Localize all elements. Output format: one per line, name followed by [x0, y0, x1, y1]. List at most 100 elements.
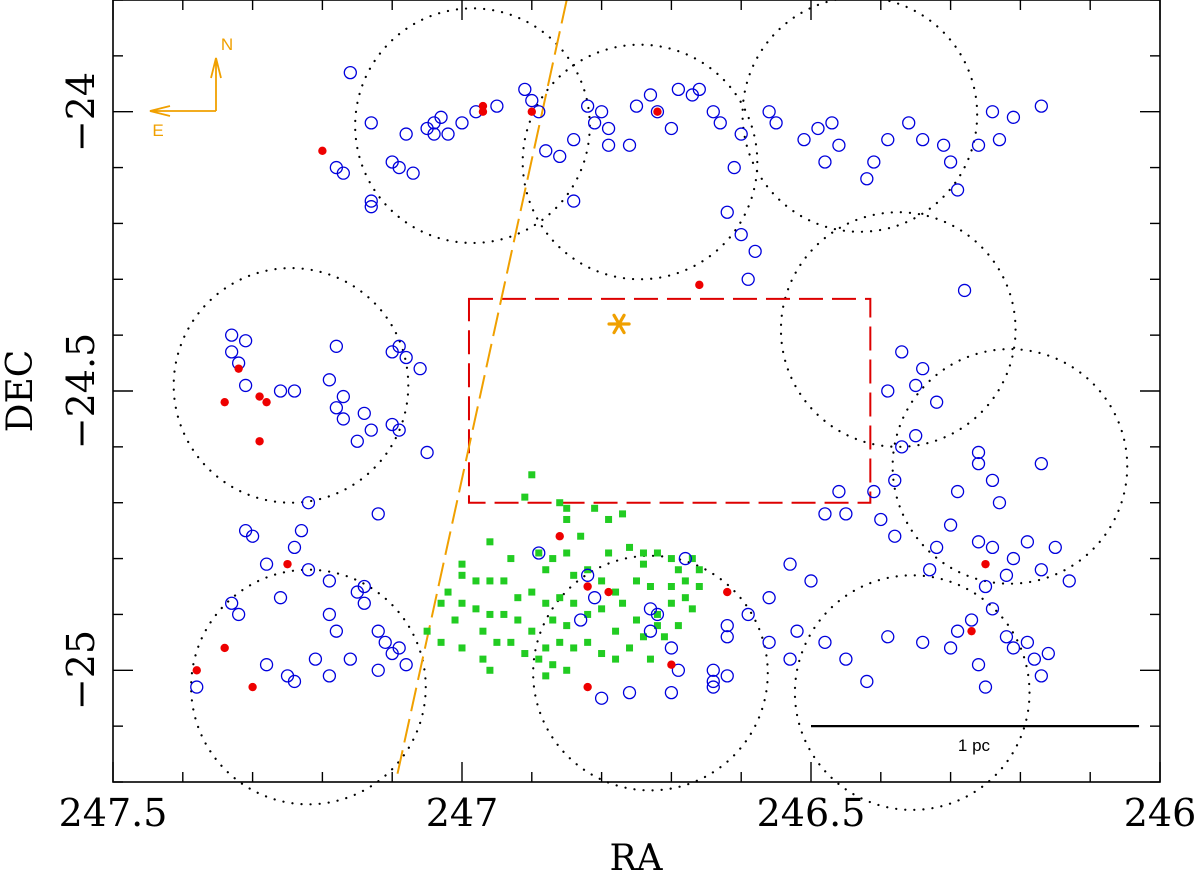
blue-circle-point: [1027, 652, 1042, 666]
blue-circle-point: [364, 200, 378, 214]
blue-circle-point: [322, 373, 337, 387]
blue-circle-point: [971, 138, 986, 152]
green-square-point: [451, 616, 459, 624]
blue-circle-point: [580, 568, 595, 582]
blue-circle-point: [818, 155, 832, 169]
blue-circle-point: [287, 540, 302, 555]
green-square-point: [619, 599, 627, 607]
blue-circle-point: [741, 607, 755, 622]
blue-circle-point: [273, 384, 288, 398]
x-tick-label: 246.5: [757, 791, 866, 835]
green-square-point: [500, 610, 508, 618]
green-square-point: [549, 616, 557, 624]
blue-circle-point: [860, 674, 874, 689]
red-dot-point: [653, 107, 662, 116]
blue-circle-point: [692, 82, 706, 97]
blue-circle-point: [329, 624, 344, 638]
green-square-point: [612, 627, 620, 635]
blue-circle-point: [413, 362, 427, 376]
blue-circle-point: [678, 551, 693, 566]
green-square-point: [535, 655, 543, 663]
blue-circle-point: [441, 127, 455, 141]
blue-circle-point: [329, 339, 344, 353]
green-square-point: [514, 616, 522, 624]
blue-circle-point: [1048, 540, 1062, 555]
green-square-point: [653, 622, 661, 630]
blue-circle-point: [867, 484, 881, 499]
blue-circle-point: [881, 630, 895, 644]
y-axis-title: DEC: [0, 350, 41, 433]
field-circle: [741, 0, 979, 233]
green-square-point: [549, 555, 557, 563]
blue-circle-point: [664, 641, 679, 655]
blue-circle-point: [587, 591, 602, 605]
y-tick-label: −24.5: [59, 333, 103, 449]
blue-circle-point: [895, 345, 909, 359]
blue-circle-point: [490, 99, 504, 113]
green-square-point: [507, 555, 515, 563]
blue-circle-point: [1034, 563, 1048, 577]
green-square-point: [563, 622, 571, 630]
green-square-point: [437, 599, 445, 607]
dashed-line: [394, 0, 568, 783]
green-square-point: [695, 583, 703, 590]
blue-circle-point: [916, 362, 930, 376]
blue-circle-point: [734, 127, 748, 141]
blue-circle-point: [971, 456, 986, 471]
blue-circle-point: [322, 574, 337, 588]
blue-circle-point: [734, 227, 748, 242]
field-circle: [190, 568, 427, 806]
blue-circle-point: [832, 484, 846, 499]
blue-circle-point: [238, 378, 253, 393]
green-square-point: [556, 594, 564, 602]
green-square-point: [570, 571, 578, 579]
green-square-point: [626, 543, 634, 551]
blue-circle-point: [580, 99, 595, 113]
green-square-point: [653, 610, 661, 618]
green-square-point: [605, 549, 613, 557]
green-square-point: [563, 515, 571, 523]
blue-circle-point: [971, 535, 986, 549]
green-square-point: [486, 577, 494, 585]
red-dot-point: [220, 397, 229, 407]
green-square-point: [653, 549, 661, 557]
blue-circle-point: [971, 445, 986, 460]
blue-circle-point: [364, 194, 378, 208]
blue-circle-point: [650, 607, 665, 622]
blue-circle-point: [985, 602, 1000, 616]
blue-circle-point: [245, 529, 260, 543]
blue-circle-point: [225, 328, 239, 342]
green-square-point: [542, 566, 550, 574]
green-square-point: [472, 605, 480, 613]
field-circle: [521, 43, 759, 281]
green-square-point: [521, 493, 529, 501]
plot-frame: [112, 0, 1161, 783]
blue-circle-point: [769, 116, 783, 130]
green-square-point: [423, 627, 431, 635]
field-circle: [891, 348, 1129, 585]
compass-north-label: N: [221, 35, 233, 54]
x-tick-label: 247.5: [59, 791, 168, 835]
green-square-point: [688, 555, 696, 563]
blue-circle-point: [783, 652, 797, 666]
blue-circle-point: [909, 378, 923, 393]
blue-circle-point: [671, 82, 686, 97]
blue-circle-point: [950, 624, 965, 638]
red-dot-point: [723, 587, 732, 597]
blue-circle-point: [762, 635, 776, 650]
blue-circle-point: [650, 105, 665, 119]
green-square-point: [535, 549, 543, 557]
compass-north-arrow: [210, 57, 222, 111]
red-dots-series: [192, 101, 990, 692]
x-tick-label: 246: [1124, 791, 1197, 835]
red-dot-point: [695, 280, 704, 290]
blue-circle-point: [539, 144, 553, 158]
blue-circle-point: [553, 149, 567, 164]
blue-circle-point: [839, 652, 853, 666]
blue-circle-point: [706, 680, 720, 694]
blue-circle-point: [923, 563, 937, 577]
blue-circle-point: [518, 82, 532, 97]
blue-circle-point: [343, 652, 357, 666]
green-square-point: [639, 633, 647, 641]
green-square-point: [521, 650, 529, 658]
